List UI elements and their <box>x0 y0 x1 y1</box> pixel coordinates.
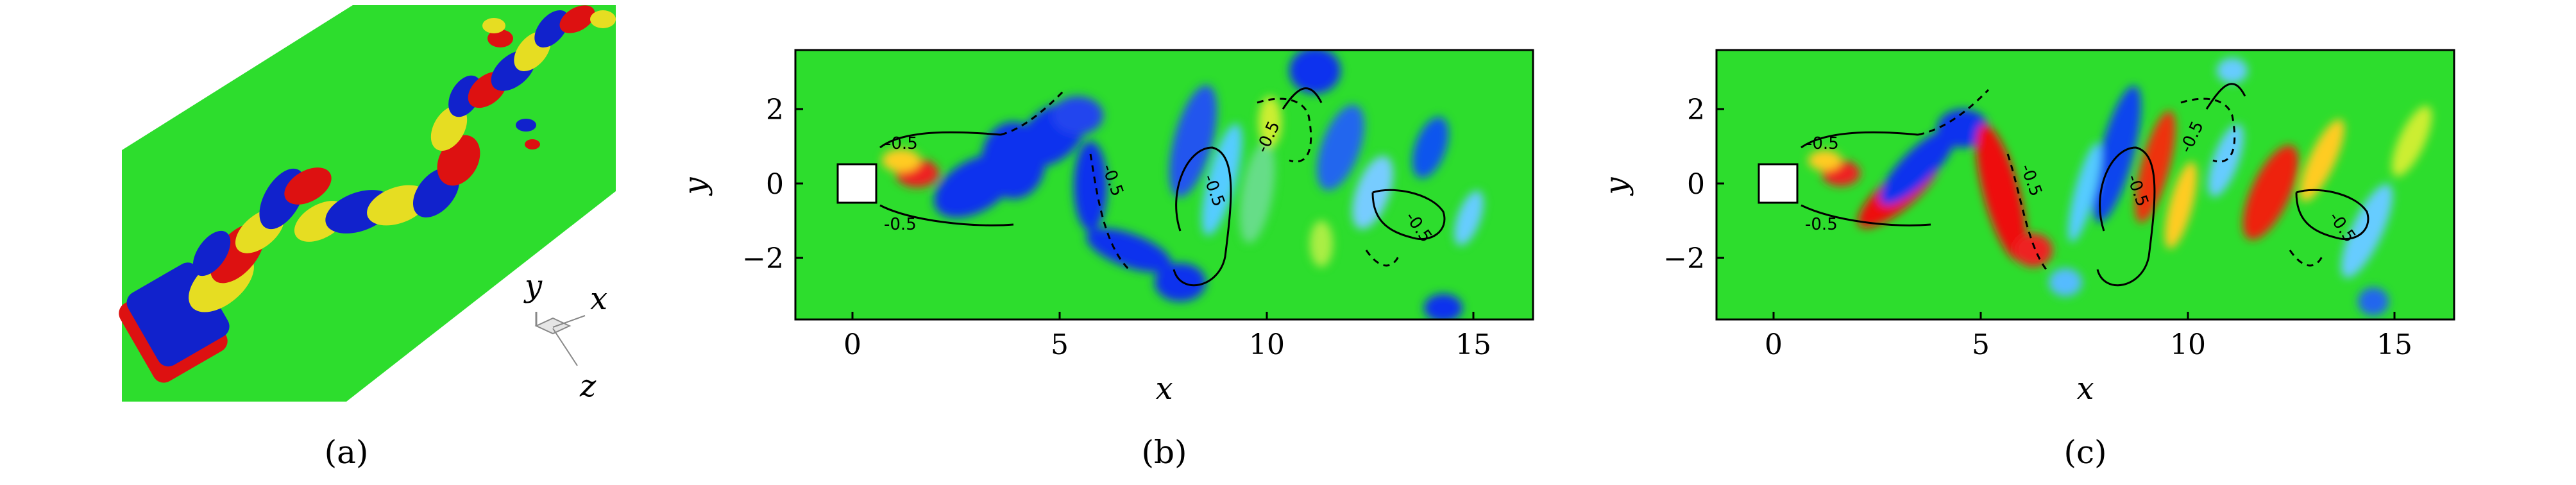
xtick-label: 5 <box>1972 328 1990 361</box>
xtick-label: 0 <box>843 328 861 361</box>
contour-label: -0.5 <box>1806 134 1839 153</box>
caption-c: (c) <box>2063 434 2106 471</box>
x-axis-label: x <box>2076 371 2094 407</box>
ticks-b <box>795 108 1475 319</box>
contour-label: -0.5 <box>884 215 917 234</box>
ytick-label: 2 <box>766 94 784 126</box>
cylinder-c <box>1758 163 1799 204</box>
vorticity-field-b <box>795 50 1533 319</box>
cylinder-b <box>836 163 877 204</box>
panel-a: y x z (a) <box>119 5 616 471</box>
ytick-label: 2 <box>1687 94 1705 126</box>
axis-triad: y x z <box>523 268 607 404</box>
caption-a: (a) <box>325 434 369 471</box>
triad-x-label: x <box>590 281 607 317</box>
panel-c: -0.5 -0.5 -0.5 -0.5 -0.5 -0.5 0 5 10 15 … <box>1598 49 2455 471</box>
xtick-label: 10 <box>2170 328 2206 361</box>
xtick-label: 0 <box>1765 328 1783 361</box>
xtick-label: 5 <box>1051 328 1069 361</box>
caption-b: (b) <box>1141 434 1187 471</box>
panel-b: -0.5 -0.5 -0.5 -0.5 -0.5 -0.5 0 5 10 15 … <box>677 49 1534 471</box>
ytick-label: −2 <box>1663 242 1705 275</box>
vortex-isosurfaces <box>119 5 616 383</box>
contours-c <box>1801 83 2369 287</box>
ticks-c <box>1716 108 2396 319</box>
triad-z-label: z <box>579 368 597 404</box>
xtick-label: 10 <box>1249 328 1285 361</box>
triad-y-label: y <box>523 268 543 304</box>
y-axis-label: y <box>677 177 713 196</box>
vorticity-field-c <box>1716 50 2454 319</box>
xtick-label: 15 <box>2377 328 2412 361</box>
contour-label: -0.5 <box>1805 215 1838 234</box>
ytick-label: 0 <box>766 168 784 201</box>
y-axis-label: y <box>1598 177 1634 196</box>
contour-label: -0.5 <box>885 134 918 153</box>
ytick-label: 0 <box>1687 168 1705 201</box>
xtick-label: 15 <box>1455 328 1491 361</box>
x-axis-label: x <box>1155 371 1173 407</box>
ytick-label: −2 <box>742 242 784 275</box>
contours-b <box>879 87 1446 287</box>
